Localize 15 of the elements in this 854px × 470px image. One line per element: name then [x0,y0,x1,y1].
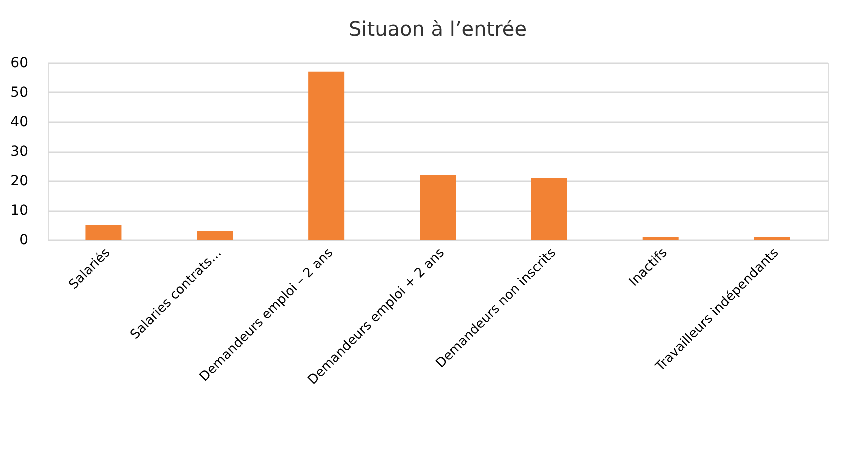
bar [531,178,568,240]
y-tick-label: 40 [10,114,28,130]
y-tick-label: 10 [10,203,28,219]
y-tick-label: 30 [10,144,28,160]
chart-title: Situaon à l’entrée [348,17,528,41]
y-tick-label: 50 [10,85,28,101]
y-tick-label: 20 [10,174,28,190]
bar [642,237,679,240]
bar [308,72,345,240]
bar [420,175,456,240]
y-tick-label: 60 [10,56,28,72]
y-tick-label: 0 [20,232,28,248]
bar [86,225,122,240]
bar [197,231,234,240]
bar [754,237,790,240]
